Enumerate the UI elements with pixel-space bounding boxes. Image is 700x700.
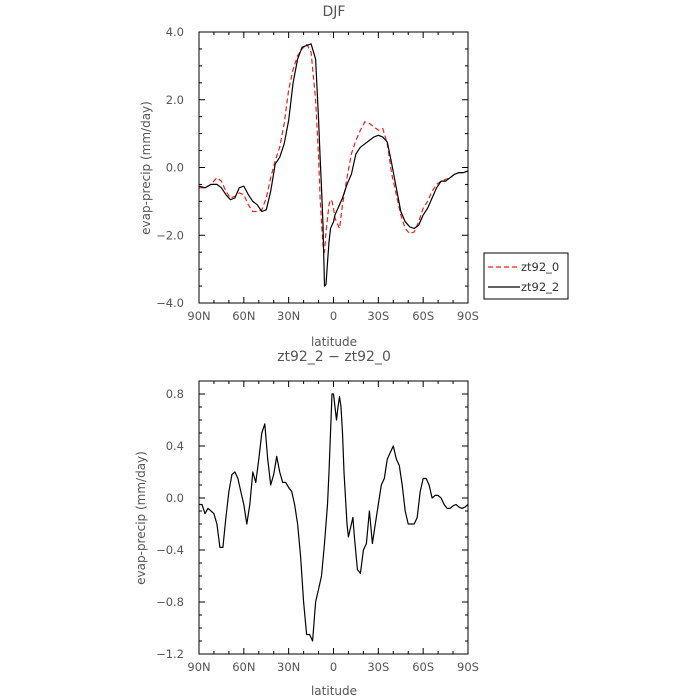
top-y-tick-labels: −4.0 −2.0 0.0 2.0 4.0 bbox=[156, 25, 184, 310]
x-tick-label: 30N bbox=[277, 660, 300, 674]
y-tick-label: 0.4 bbox=[166, 439, 184, 453]
bottom-chart: zt92_2 − zt92_0 90N 60N 30N 0 30S 60S 90S −1.2… bbox=[134, 349, 479, 698]
y-tick-label: 4.0 bbox=[166, 25, 184, 39]
series-line-difference-0 bbox=[199, 393, 469, 642]
y-tick-label: 0.8 bbox=[166, 387, 184, 401]
y-tick-label: −0.4 bbox=[156, 543, 184, 557]
y-tick-label: −4.0 bbox=[156, 296, 184, 310]
top-chart-title: DJF bbox=[323, 4, 346, 20]
x-tick-label: 60S bbox=[412, 660, 434, 674]
x-tick-label: 30S bbox=[367, 660, 389, 674]
bottom-series-group bbox=[199, 393, 469, 642]
bottom-x-axis-label: latitude bbox=[311, 684, 357, 698]
x-tick-label: 90N bbox=[187, 660, 210, 674]
top-chart: DJF 90N 60N 30N 0 30S 60S 90S −4.0 −2.0 0.0 2.0 4.… bbox=[139, 4, 569, 349]
bottom-chart-title: zt92_2 − zt92_0 bbox=[277, 349, 391, 365]
legend: zt92_0 zt92_2 bbox=[483, 252, 569, 300]
x-tick-label: 60N bbox=[232, 660, 255, 674]
y-tick-label: −0.8 bbox=[156, 595, 184, 609]
top-plot-frame bbox=[198, 31, 469, 304]
x-tick-label: 0 bbox=[330, 660, 337, 674]
x-tick-label: 30N bbox=[277, 309, 300, 323]
bottom-plot-frame bbox=[198, 380, 469, 655]
legend-label-zt92-0: zt92_0 bbox=[521, 260, 559, 274]
legend-box bbox=[483, 252, 569, 300]
bottom-y-axis-label: evap-precip (mm/day) bbox=[134, 451, 148, 585]
x-tick-label: 60S bbox=[412, 309, 434, 323]
series-line-zt92-2 bbox=[198, 43, 469, 287]
top-series-group bbox=[198, 43, 469, 287]
x-tick-label: 90S bbox=[457, 660, 479, 674]
top-y-axis-label: evap-precip (mm/day) bbox=[139, 101, 153, 235]
top-axis-ticks bbox=[198, 31, 469, 304]
x-tick-label: 30S bbox=[367, 309, 389, 323]
x-tick-label: 90S bbox=[457, 309, 479, 323]
x-tick-label: 60N bbox=[232, 309, 255, 323]
y-tick-label: 2.0 bbox=[166, 93, 184, 107]
top-x-tick-labels: 90N 60N 30N 0 30S 60S 90S bbox=[187, 309, 479, 323]
y-tick-label: 0.0 bbox=[166, 161, 184, 175]
y-tick-label: −1.2 bbox=[156, 647, 184, 661]
legend-label-zt92-2: zt92_2 bbox=[521, 280, 559, 294]
x-tick-label: 90N bbox=[187, 309, 210, 323]
bottom-y-tick-labels: −1.2 −0.8 −0.4 0.0 0.4 0.8 bbox=[156, 387, 184, 661]
bottom-x-tick-labels: 90N 60N 30N 0 30S 60S 90S bbox=[187, 660, 479, 674]
y-tick-label: −2.0 bbox=[156, 228, 184, 242]
top-x-axis-label: latitude bbox=[311, 335, 357, 349]
x-tick-label: 0 bbox=[330, 309, 337, 323]
y-tick-label: 0.0 bbox=[166, 491, 184, 505]
bottom-axis-ticks bbox=[198, 380, 469, 655]
